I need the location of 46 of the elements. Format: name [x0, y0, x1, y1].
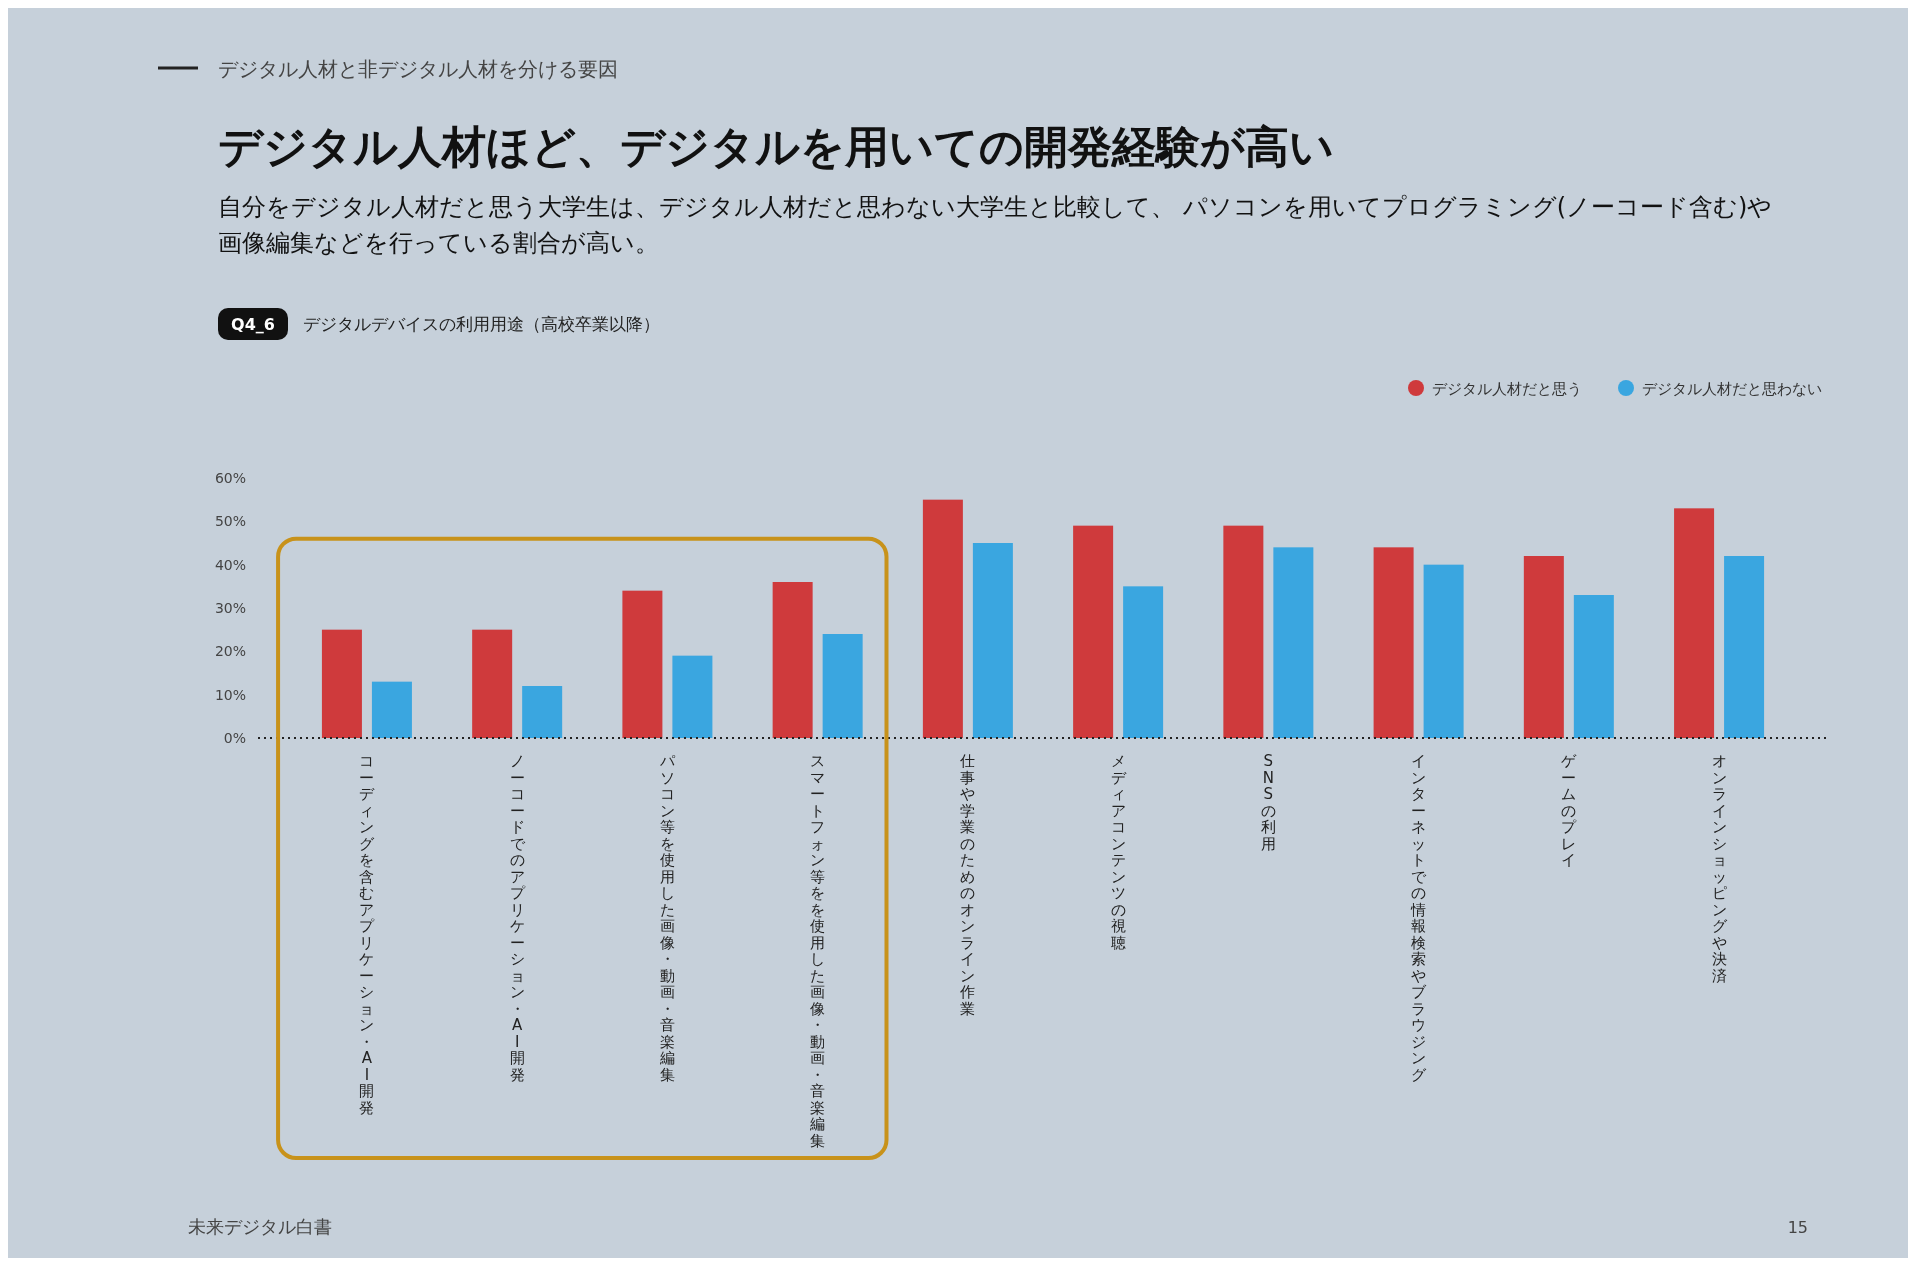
y-tick-label: 50% [214, 513, 246, 530]
bar [1373, 547, 1414, 738]
text: デジタルデバイスの利用用途（高校卒業以降） [303, 314, 660, 334]
bar [321, 629, 362, 738]
bar [1573, 595, 1614, 738]
bar [972, 543, 1013, 738]
bar [1423, 564, 1464, 738]
category-label: コーディングを含むアプリケーション・AI開発 [359, 752, 375, 1117]
bar [1523, 556, 1564, 738]
category-label: 仕事や学業のためのオンライン作業 [960, 752, 976, 1018]
bar [1674, 508, 1715, 738]
text: 未来デジタル白書 [188, 1216, 332, 1237]
category-label: パソコン等を使用した画像・動画・音楽編集 [659, 752, 675, 1084]
text: Q4_6 [231, 315, 275, 334]
bar [1724, 556, 1765, 738]
bar [522, 686, 563, 738]
category-label: オンラインショッピングや決済 [1711, 752, 1727, 985]
x-tick-label: SNSの利用 [1260, 752, 1276, 853]
chart-subtitle: 自分をデジタル人材だと思う大学生は、デジタル人材だと思わない大学生と比較して、 パソコンを用いてプログラミング(ノーコード含む)や画像編集などを行っている割合が高い。 [218, 192, 1774, 259]
text: 15 [1787, 1218, 1808, 1237]
text: デジタル人材と非デジタル人材を分ける要因 [218, 57, 618, 81]
bar [922, 499, 963, 738]
category-label: ノーコードでのアプリケーション・AI開発 [509, 752, 525, 1084]
chart-title: デジタル人材ほど、デジタルを用いての開発経験が高い [218, 120, 1335, 174]
category-label: インターネットでの情報検索やブラウジング [1411, 752, 1427, 1084]
y-tick-label: 0% [223, 730, 246, 746]
x-tick-label: ゲームのプレイ [1561, 752, 1578, 869]
y-tick-label: 30% [214, 600, 246, 616]
bar [1273, 547, 1314, 738]
bar [1223, 525, 1264, 738]
bar [622, 590, 663, 738]
category-label: メディアコンテンツの視聴 [1110, 752, 1126, 952]
bar [672, 655, 713, 738]
bar [472, 629, 513, 738]
y-tick-label: 20% [214, 643, 246, 660]
y-tick-label: 40% [214, 556, 246, 573]
bar [371, 681, 412, 738]
legend-label: デジタル人材だと思う [1432, 380, 1582, 398]
bar [1123, 586, 1164, 738]
legend-label: デジタル人材だと思わない [1642, 380, 1822, 398]
bar [772, 582, 813, 738]
bar [1073, 525, 1114, 738]
y-tick-label: 10% [214, 686, 246, 703]
bar [822, 634, 863, 738]
y-tick-label: 60% [214, 470, 246, 486]
category-label: スマートフォン等をを使用した画像・動画・音楽編集 [810, 752, 826, 1150]
